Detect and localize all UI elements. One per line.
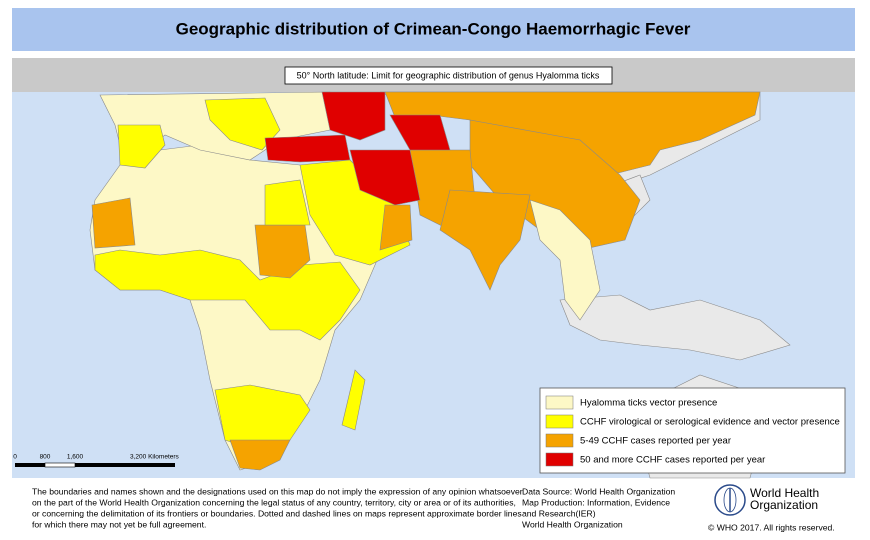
legend-label: CCHF virological or serological evidence…: [580, 417, 840, 428]
scale-label: 0: [13, 454, 17, 461]
legend-label: 50 and more CCHF cases reported per year: [580, 455, 765, 466]
data-source-line: World Health Organization: [522, 519, 623, 529]
legend-frame: [539, 387, 846, 474]
land: [469, 119, 641, 251]
disclaimer-line: for which there may not yet be full agre…: [32, 519, 206, 529]
land: [439, 189, 531, 291]
legend-swatch: [545, 395, 574, 410]
disclaimer-line: The boundaries and names shown and the d…: [32, 486, 523, 496]
land: [264, 179, 311, 226]
land: [264, 134, 351, 163]
disclaimer-line: or concerning the delimitation of its fr…: [32, 508, 522, 518]
land: [214, 384, 311, 446]
land: [389, 114, 451, 151]
copyright: © WHO 2017. All rights reserved.: [708, 522, 835, 532]
legend: Hyalomma ticks vector presence CCHF virol…: [539, 387, 846, 474]
legend-swatch: [545, 414, 574, 429]
legend-swatch: [545, 452, 574, 467]
data-source-line: and Research(IER): [522, 508, 596, 518]
logo-globe: [723, 487, 737, 513]
title: Geographic distribution of Crimean-Congo…: [176, 19, 691, 38]
footer: The boundaries and names shown and the d…: [32, 486, 835, 532]
scale-segment: [15, 463, 45, 467]
land: [529, 199, 601, 321]
land: [229, 439, 291, 471]
data-source-line: Data Source: World Health Organization: [522, 486, 675, 496]
scale-label: 1,600: [67, 454, 84, 461]
scale-segment: [75, 463, 175, 467]
legend-swatch: [545, 433, 574, 448]
scale-segment: [44, 462, 76, 468]
latitude-box: 50° North latitude: Limit for geographic…: [284, 66, 613, 85]
logo-emblem: [714, 484, 746, 516]
land: [321, 91, 386, 141]
latitude-box-frame: [284, 66, 613, 85]
who-logo: [714, 484, 746, 516]
land: [349, 149, 421, 206]
disclaimer-line: on the part of the World Health Organiza…: [32, 497, 516, 507]
land: [91, 197, 136, 249]
land: [117, 124, 166, 169]
latitude-label: 50° North latitude: Limit for geographic…: [297, 70, 600, 80]
land: [204, 97, 281, 151]
title-bar: [12, 8, 855, 51]
data-source-line: Map Production: Information, Evidence: [522, 497, 670, 507]
land: [379, 204, 413, 251]
scale-label: 3,200 Kilometers: [130, 454, 180, 461]
organization-name: World Health: [750, 486, 819, 500]
scale-bar: 0 800 1,600 3,200 Kilometers: [13, 454, 180, 468]
land: [559, 294, 791, 361]
scale-label: 800: [40, 454, 51, 461]
organization-name: Organization: [750, 498, 818, 512]
legend-label: 5-49 CCHF cases reported per year: [580, 436, 731, 447]
legend-label: Hyalomma ticks vector presence: [580, 398, 717, 409]
land: [341, 369, 366, 431]
